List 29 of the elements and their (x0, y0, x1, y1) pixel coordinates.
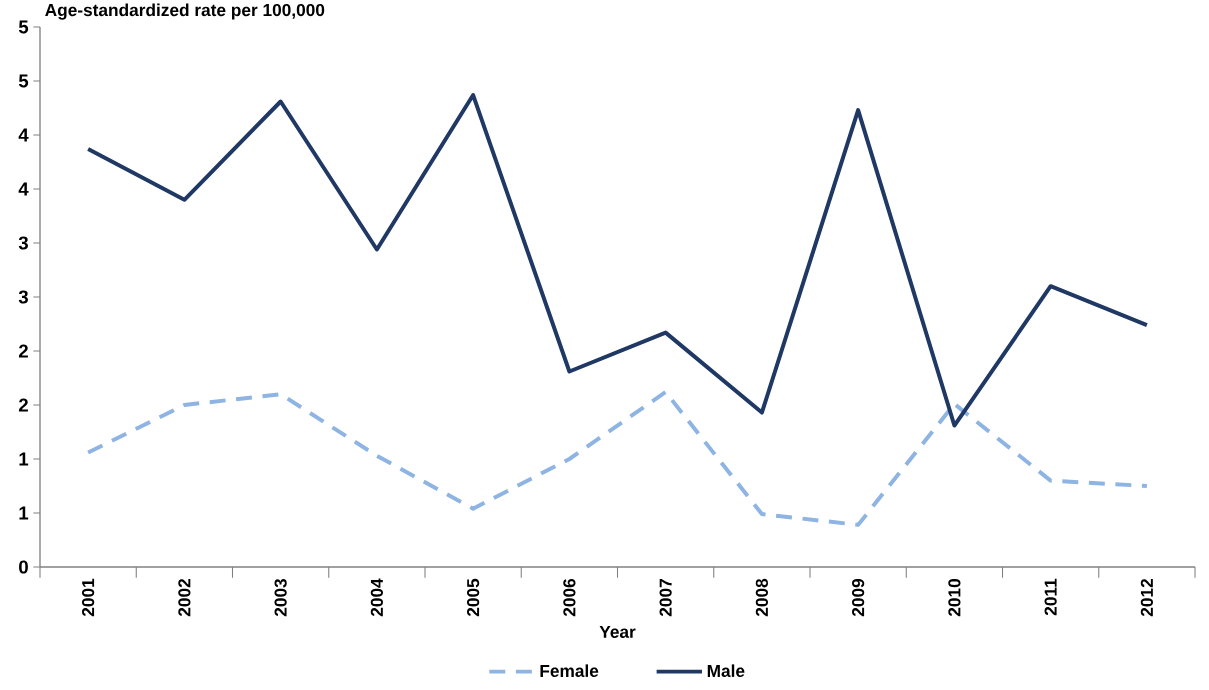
x-tick-label: 2012 (1140, 579, 1153, 617)
y-tick-label: 4 (18, 128, 29, 142)
x-axis-title: Year (599, 625, 636, 638)
y-tick-label: 5 (18, 74, 29, 88)
y-axis-title: Age-standardized rate per 100,000 (45, 3, 325, 20)
x-tick-label: 2008 (755, 578, 768, 617)
x-tick-label: 2002 (178, 579, 191, 617)
y-tick-label: 3 (18, 290, 28, 304)
y-tick-label: 1 (19, 452, 29, 466)
x-tick-label: 2010 (948, 579, 961, 617)
legend-label: Male (707, 664, 745, 678)
y-tick-label: 1 (19, 506, 29, 520)
y-tick-label: 4 (18, 182, 29, 196)
y-tick-label: 2 (18, 344, 28, 358)
x-tick-label: 2011 (1044, 578, 1057, 616)
x-tick-label: 2006 (563, 578, 576, 617)
line-series (86, 390, 1149, 527)
x-tick-label: 2005 (467, 578, 480, 617)
y-tick-label: 5 (18, 20, 29, 34)
y-tick-label: 2 (18, 398, 28, 412)
legend-label: Female (540, 664, 599, 678)
x-tick-label: 2003 (274, 578, 287, 617)
x-tick-label: 2004 (370, 578, 383, 617)
x-tick-label: 2007 (659, 579, 672, 617)
x-tick-label: 2009 (852, 578, 865, 617)
x-tick-label: 2001 (82, 578, 95, 617)
y-tick-label: 3 (18, 236, 28, 250)
line-series (86, 93, 1149, 428)
y-tick-label: 0 (19, 560, 28, 574)
